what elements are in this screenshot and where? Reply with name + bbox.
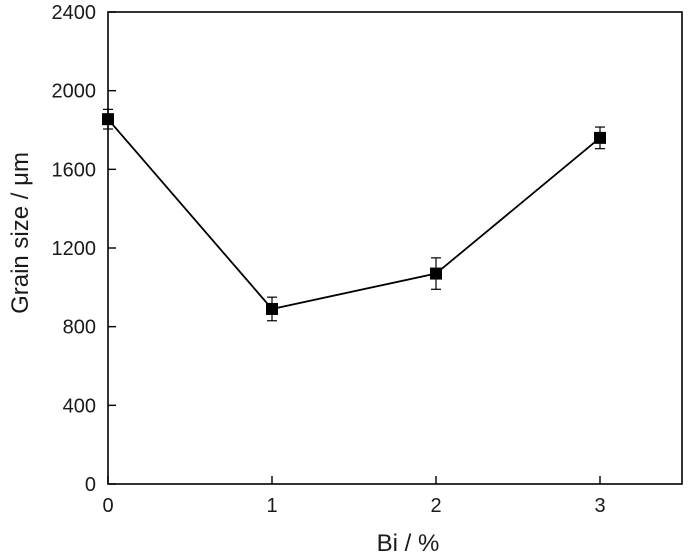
x-tick-label: 0 [102,495,113,517]
series-layer [102,108,606,322]
y-tick-label: 400 [63,395,96,417]
plot-frame [107,11,683,485]
axis-ticks [107,11,601,485]
data-point [594,131,606,144]
x-axis-label: Bi / % [377,530,440,557]
x-tick-label: 1 [266,495,277,517]
x-tick-label: 2 [430,495,441,517]
series-line [107,118,601,310]
y-tick-label: 2400 [52,2,97,24]
data-point [430,267,442,280]
y-tick-label: 1600 [52,159,97,181]
y-tick-label: 800 [63,317,96,339]
data-point [266,302,278,315]
y-axis-label: Grain size / μm [7,152,34,314]
y-tick-label: 1200 [52,238,97,260]
y-tick-label: 0 [85,474,96,496]
y-tick-labels: 0 400 800 1200 1600 2000 2400 [52,2,97,496]
x-tick-labels: 0 1 2 3 [102,495,605,517]
x-tick-label: 3 [594,495,605,517]
y-tick-label: 2000 [52,81,97,103]
